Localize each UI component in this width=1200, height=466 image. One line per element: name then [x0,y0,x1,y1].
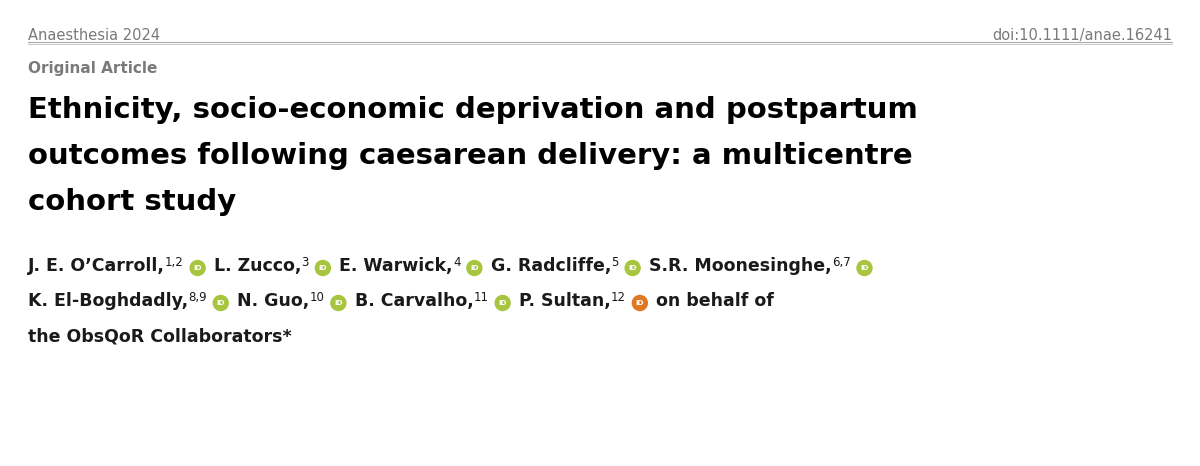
Text: 8,9: 8,9 [188,291,206,304]
Text: G. Radcliffe,: G. Radcliffe, [485,257,611,275]
Text: P. Sultan,: P. Sultan, [514,292,611,310]
Text: 12: 12 [611,291,626,304]
Text: iD: iD [636,300,644,306]
Text: L. Zucco,: L. Zucco, [208,257,301,275]
Text: N. Guo,: N. Guo, [232,292,310,310]
Text: Original Article: Original Article [28,61,157,76]
Text: K. El-Boghdadly,: K. El-Boghdadly, [28,292,188,310]
Text: 3: 3 [301,256,308,269]
Text: 1,2: 1,2 [164,256,184,269]
Text: cohort study: cohort study [28,188,236,216]
Circle shape [190,260,205,275]
Text: iD: iD [334,300,343,306]
Text: 4: 4 [452,256,461,269]
Text: iD: iD [319,265,328,271]
Circle shape [214,295,228,310]
Circle shape [625,260,640,275]
Text: 6,7: 6,7 [832,256,851,269]
Text: S.R. Moonesinghe,: S.R. Moonesinghe, [643,257,832,275]
Text: 10: 10 [310,291,324,304]
Text: J. E. O’Carroll,: J. E. O’Carroll, [28,257,164,275]
Circle shape [632,295,647,310]
Text: iD: iD [193,265,202,271]
Text: on behalf of: on behalf of [650,292,774,310]
Text: outcomes following caesarean delivery: a multicentre: outcomes following caesarean delivery: a… [28,142,913,170]
Circle shape [316,260,330,275]
Text: the ObsQoR Collaborators*: the ObsQoR Collaborators* [28,327,292,345]
Text: Anaesthesia 2024: Anaesthesia 2024 [28,28,160,43]
Text: iD: iD [629,265,637,271]
Text: iD: iD [860,265,869,271]
Text: 11: 11 [474,291,488,304]
Text: iD: iD [216,300,226,306]
Text: iD: iD [470,265,479,271]
Circle shape [331,295,346,310]
Circle shape [496,295,510,310]
Circle shape [857,260,872,275]
Text: Ethnicity, socio-economic deprivation and postpartum: Ethnicity, socio-economic deprivation an… [28,96,918,124]
Text: 5: 5 [611,256,619,269]
Text: E. Warwick,: E. Warwick, [334,257,452,275]
Text: doi:10.1111/anae.16241: doi:10.1111/anae.16241 [992,28,1172,43]
Text: B. Carvalho,: B. Carvalho, [349,292,474,310]
Circle shape [467,260,482,275]
Text: iD: iD [498,300,506,306]
